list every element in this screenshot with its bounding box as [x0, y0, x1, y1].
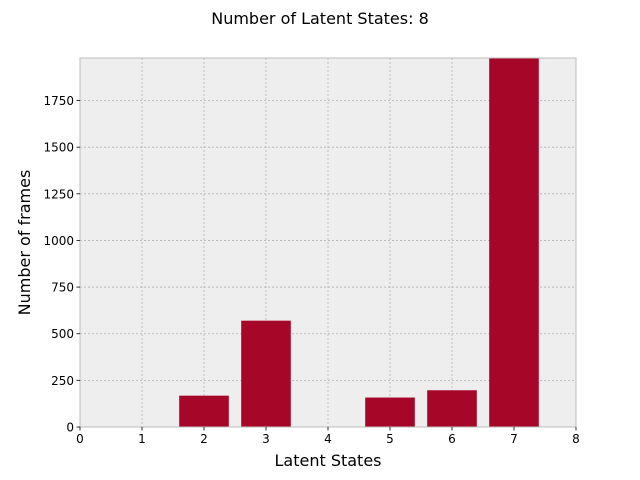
x-axis-label: Latent States [274, 451, 381, 470]
y-tick-label: 0 [66, 421, 74, 435]
bar-state-5 [365, 397, 415, 427]
x-tick-label: 7 [510, 432, 518, 446]
bar-state-2 [179, 395, 229, 427]
bar-state-7 [489, 58, 539, 427]
y-axis-label: Number of frames [15, 170, 34, 316]
chart-title: Number of Latent States: 8 [211, 9, 429, 28]
x-tick-label: 3 [262, 432, 270, 446]
y-tick-label: 250 [51, 374, 74, 388]
y-tick-label: 750 [51, 281, 74, 295]
x-axis-ticks: 0 1 2 3 4 5 6 7 8 [76, 427, 580, 446]
y-tick-label: 1250 [43, 187, 74, 201]
y-tick-label: 500 [51, 327, 74, 341]
x-tick-label: 1 [138, 432, 146, 446]
x-tick-label: 5 [386, 432, 394, 446]
x-tick-label: 0 [76, 432, 84, 446]
x-tick-label: 6 [448, 432, 456, 446]
bar-state-6 [427, 390, 477, 427]
x-tick-label: 4 [324, 432, 332, 446]
bar-state-3 [241, 320, 291, 427]
x-tick-label: 2 [200, 432, 208, 446]
x-tick-label: 8 [572, 432, 580, 446]
y-tick-label: 1750 [43, 94, 74, 108]
y-tick-label: 1000 [43, 234, 74, 248]
bars [179, 58, 539, 427]
y-axis-ticks: 0 250 500 750 1000 1250 1500 1750 [43, 94, 80, 435]
y-tick-label: 1500 [43, 141, 74, 155]
